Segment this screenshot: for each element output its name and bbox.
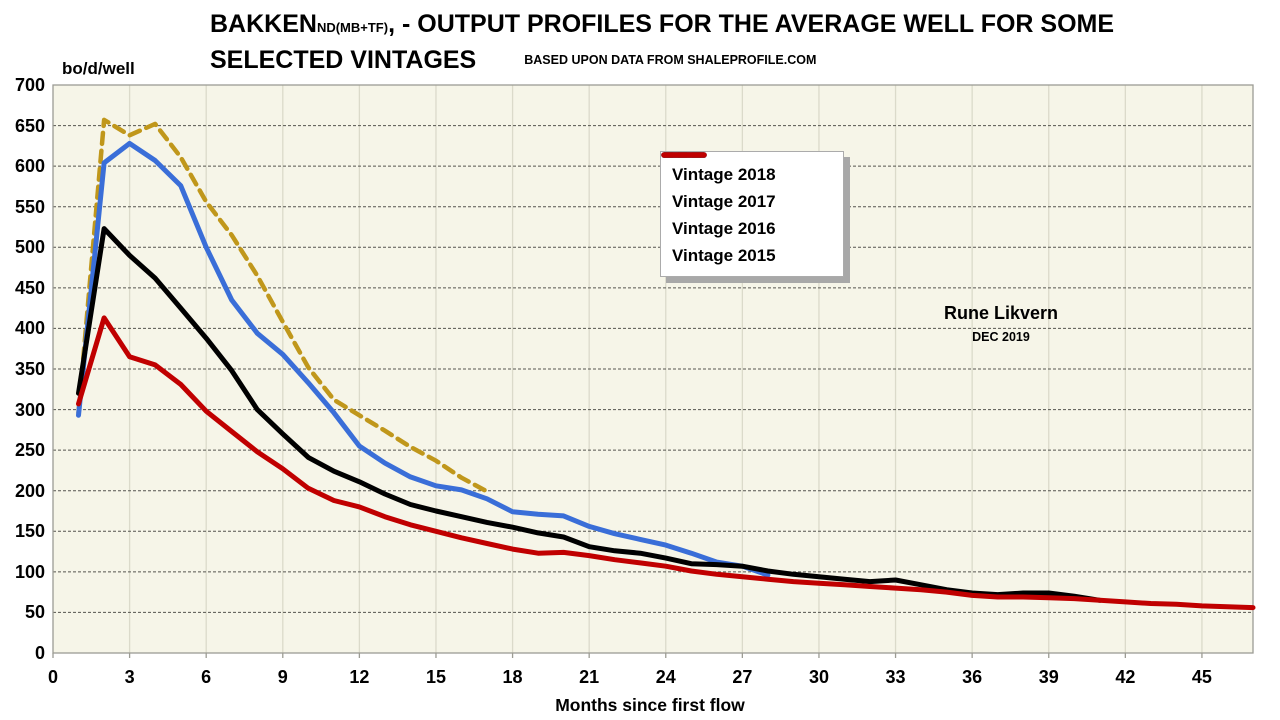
y-axis-tick-label: 50	[24, 602, 45, 623]
x-axis-tick-label: 21	[579, 667, 600, 687]
y-axis-tick-label: 300	[14, 399, 45, 420]
x-axis-tick-label: 18	[502, 667, 523, 687]
x-axis-tick-label: 6	[201, 667, 212, 687]
x-axis-tick-label: 42	[1115, 667, 1136, 687]
series-line-vintage-2015	[76, 315, 1256, 611]
y-axis-tick-label: 650	[14, 115, 45, 136]
x-axis-tick-label: 27	[732, 667, 753, 687]
legend-item: Vintage 2015	[661, 152, 843, 269]
series-line-vintage-2018	[76, 117, 490, 494]
y-axis-tick-label: 250	[14, 440, 45, 461]
title-line2-text: SELECTED VINTAGES	[210, 46, 477, 74]
y-axis-tick-label: 200	[14, 480, 45, 501]
y-axis-tick-label: 100	[14, 561, 45, 582]
title-rest: , - OUTPUT PROFILES FOR THE AVERAGE WELL…	[388, 10, 1115, 38]
x-axis-tick-label: 30	[808, 667, 829, 687]
y-axis-tick-label: 700	[14, 75, 45, 95]
page-title: BAKKENND(MB+TF), - OUTPUT PROFILES FOR T…	[210, 10, 1114, 39]
legend-item: Vintage 2018	[664, 152, 843, 188]
x-axis-tick-label: 12	[349, 667, 370, 687]
y-axis-tick-label: 500	[14, 237, 45, 258]
x-axis-title: Months since first flow	[555, 695, 745, 715]
y-axis-tick-label: 0	[34, 643, 45, 663]
plot-border	[52, 84, 1254, 654]
x-axis-tick-label: 24	[655, 667, 676, 687]
x-axis-tick-label: 15	[425, 667, 446, 687]
author-annotation: Rune Likvern	[943, 303, 1059, 323]
y-axis-tick-label: 150	[14, 521, 45, 542]
legend-label: Vintage 2016	[672, 218, 776, 238]
x-axis-tick-label: 9	[277, 667, 288, 687]
title-main: BAKKEN	[210, 10, 317, 38]
x-axis-tick-label: 33	[885, 667, 906, 687]
y-axis-tick-label: 350	[14, 359, 45, 379]
x-axis-tick-label: 39	[1038, 667, 1059, 687]
legend-label: Vintage 2015	[672, 245, 776, 265]
x-axis-tick-label: 0	[47, 667, 58, 687]
y-axis-tick-label: 550	[14, 196, 45, 217]
legend-line-swatch	[661, 152, 707, 158]
legend-item: Vintage 2016	[661, 152, 843, 242]
x-axis-tick-label: 45	[1191, 667, 1212, 687]
date-annotation: DEC 2019	[972, 330, 1030, 344]
y-axis-unit-label: bo/d/well	[62, 59, 135, 78]
y-axis-tick-label: 400	[14, 318, 45, 339]
series-line-vintage-2017	[76, 140, 771, 578]
legend-box: Vintage 2018 Vintage 2017 Vintage 2016 Vint…	[660, 151, 844, 277]
source-note: BASED UPON DATA FROM SHALEPROFILE.COM	[524, 53, 817, 67]
y-axis-tick-label: 600	[14, 156, 45, 177]
page-title-line2: SELECTED VINTAGES BASED UPON DATA FROM SH…	[210, 46, 816, 75]
y-axis-tick-label: 450	[14, 277, 45, 298]
series-line-vintage-2016	[76, 226, 1103, 603]
legend-label: Vintage 2017	[672, 191, 776, 211]
legend-item: Vintage 2017	[661, 152, 843, 215]
x-axis-tick-label: 3	[124, 667, 135, 687]
x-axis-tick-label: 36	[962, 667, 983, 687]
legend-label: Vintage 2018	[672, 164, 776, 184]
title-subscript: ND(MB+TF)	[316, 20, 389, 35]
